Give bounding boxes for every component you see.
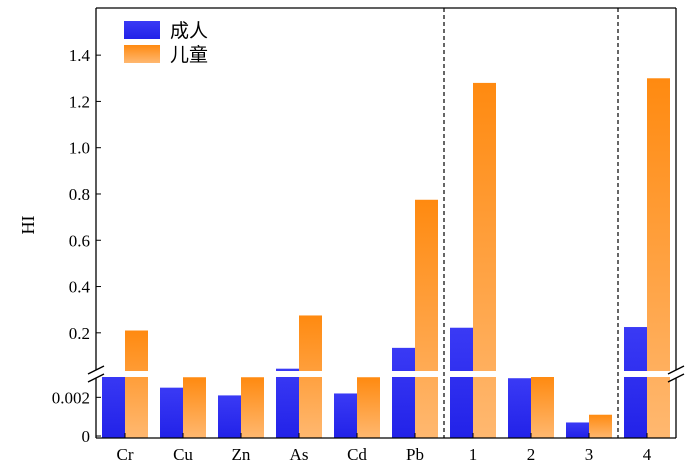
bar-child-Cu xyxy=(183,377,206,438)
bar-adult-Zn xyxy=(218,395,241,438)
axis-break-mark xyxy=(87,373,105,383)
bar-child-Pb xyxy=(415,199,438,438)
y-tick-label: 1.4 xyxy=(69,46,91,65)
axis-break-gap xyxy=(240,371,265,377)
axis-break-gap xyxy=(530,371,555,377)
x-tick-label: Pb xyxy=(406,445,424,464)
y-tick-label: 0 xyxy=(82,427,91,446)
bar-child-Cr xyxy=(125,330,148,438)
y-tick-label: 0.6 xyxy=(69,231,90,250)
bar-adult-Pb xyxy=(392,347,415,438)
bar-child-2 xyxy=(531,376,554,438)
axis-break-mark xyxy=(667,365,685,375)
bar-child-1 xyxy=(473,82,496,439)
x-tick-label: Cd xyxy=(347,445,367,464)
axis-break-gap xyxy=(449,371,474,377)
x-tick-label: Cu xyxy=(173,445,193,464)
axis-break-gap xyxy=(507,371,532,377)
axis-break-mark xyxy=(667,373,685,383)
bar-adult-As xyxy=(276,368,299,438)
axis-break-gap xyxy=(275,371,300,377)
axis-break-gap xyxy=(124,371,149,377)
separators-layer xyxy=(443,8,619,438)
x-tick-label: Zn xyxy=(232,445,251,464)
axis-break-mark xyxy=(87,365,105,375)
axis-break-gap xyxy=(182,371,207,377)
y-tick-label: 1.2 xyxy=(69,92,90,111)
bar-adult-3 xyxy=(566,422,589,438)
x-tick-label: As xyxy=(290,445,309,464)
axis-break-gap xyxy=(623,371,648,377)
bar-adult-Cd xyxy=(334,393,357,438)
x-tick-label: 3 xyxy=(585,445,594,464)
axis-break-gap xyxy=(414,371,439,377)
bar-adult-2 xyxy=(508,378,531,438)
bar-adult-4 xyxy=(624,327,647,438)
bar-child-3 xyxy=(589,414,612,438)
y-tick-label: 0.2 xyxy=(69,324,90,343)
y-tick-label: 0.4 xyxy=(69,278,91,297)
axis-break-gap xyxy=(356,371,381,377)
axis-break-gap xyxy=(298,371,323,377)
bar-child-Zn xyxy=(241,377,264,438)
x-tick-label: 2 xyxy=(527,445,536,464)
legend-label: 儿童 xyxy=(170,44,208,66)
bars-layer xyxy=(101,78,671,439)
y-tick-label: 0.8 xyxy=(69,185,90,204)
bar-child-Cd xyxy=(357,377,380,438)
x-tick-label: 1 xyxy=(469,445,478,464)
axis-break-gap xyxy=(472,371,497,377)
bar-adult-Cu xyxy=(160,387,183,438)
x-tick-label: Cr xyxy=(117,445,134,464)
legend-swatch xyxy=(124,21,160,39)
bar-adult-Cr xyxy=(102,371,125,438)
axes-layer xyxy=(87,7,685,439)
legend-label: 成人 xyxy=(170,20,208,42)
x-tick-label: 4 xyxy=(643,445,652,464)
bar-adult-1 xyxy=(450,327,473,438)
y-tick-label: 0.002 xyxy=(52,388,90,407)
axis-break-gap xyxy=(391,371,416,377)
legend-swatch xyxy=(124,45,160,63)
axis-break-gap xyxy=(646,371,671,377)
bar-child-4 xyxy=(647,78,670,439)
y-tick-label: 1.0 xyxy=(69,139,90,158)
ticks-layer: Cr Cu Zn As Cd Pb 1 2 3 4 0.2 0.4 0.6 0.8 1.0 1.2 1.4 0 0.… xyxy=(52,46,652,464)
axis-break-gap xyxy=(101,371,126,377)
y-axis-label: HI xyxy=(18,216,38,235)
